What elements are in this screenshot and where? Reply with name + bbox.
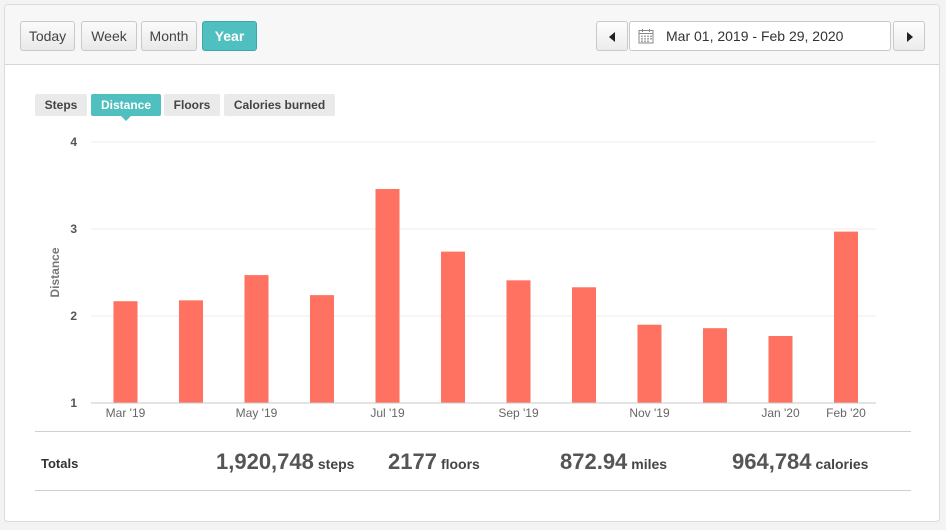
bar[interactable] (244, 275, 269, 403)
y-axis-title: Distance (48, 247, 62, 297)
arrow-right-icon (907, 32, 913, 42)
totals-label: Totals (41, 456, 79, 471)
tab-steps[interactable]: Steps (35, 94, 87, 116)
y-tick-label: 2 (70, 309, 77, 323)
bar[interactable] (703, 328, 727, 403)
toolbar: Today Week Month Year Mar 01, 2019 - Feb… (5, 5, 939, 65)
calendar-icon (638, 29, 654, 44)
month-button[interactable]: Month (141, 21, 197, 51)
x-axis-ticks: Mar '19 May '19 Jul '19 Sep '19 Nov '19 Jan '… (106, 406, 866, 420)
x-tick-label: Feb '20 (826, 406, 866, 420)
total-steps: 1,920,748 steps (216, 449, 354, 475)
bar[interactable] (637, 324, 662, 403)
x-tick-label: May '19 (236, 406, 278, 420)
x-tick-label: Nov '19 (629, 406, 670, 420)
week-button[interactable]: Week (81, 21, 137, 51)
total-steps-value: 1,920,748 (216, 449, 314, 474)
date-range-picker[interactable]: Mar 01, 2019 - Feb 29, 2020 (629, 21, 891, 51)
tab-distance[interactable]: Distance (91, 94, 161, 121)
total-miles: 872.94 miles (560, 449, 667, 475)
x-tick-label: Sep '19 (498, 406, 539, 420)
today-button[interactable]: Today (20, 21, 75, 51)
bar[interactable] (768, 336, 793, 403)
total-calories-value: 964,784 (732, 449, 812, 474)
chart-bars (113, 188, 858, 403)
tab-calories-burned[interactable]: Calories burned (224, 94, 335, 116)
bar[interactable] (834, 231, 858, 403)
year-button[interactable]: Year (202, 21, 257, 51)
distance-bar-chart: 1 2 3 4 Distance Mar '19 May '19 Jul '19 Sep '… (48, 135, 876, 420)
bar[interactable] (375, 188, 400, 403)
total-steps-unit: steps (317, 456, 355, 472)
total-miles-unit: miles (631, 456, 668, 472)
total-floors-unit: floors (440, 456, 480, 472)
x-tick-label: Jan '20 (761, 406, 800, 420)
total-miles-value: 872.94 (560, 449, 628, 474)
total-floors-value: 2177 (388, 449, 437, 474)
total-calories: 964,784 calories (732, 449, 868, 475)
chart-gridlines (91, 141, 876, 317)
totals-top-divider (35, 431, 911, 432)
date-range-label: Mar 01, 2019 - Feb 29, 2020 (666, 28, 844, 44)
y-tick-label: 1 (70, 396, 77, 410)
bar[interactable] (441, 251, 465, 403)
bar[interactable] (179, 300, 203, 403)
x-tick-label: Jul '19 (370, 406, 405, 420)
x-tick-label: Mar '19 (106, 406, 146, 420)
y-tick-label: 3 (70, 222, 77, 236)
total-floors: 2177 floors (388, 449, 480, 475)
previous-range-button[interactable] (596, 21, 628, 51)
activity-panel: Today Week Month Year Mar 01, 2019 - Feb… (4, 4, 940, 522)
totals-bottom-divider (35, 490, 911, 491)
y-axis-ticks: 1 2 3 4 (70, 135, 77, 410)
bar[interactable] (572, 287, 596, 403)
arrow-left-icon (609, 32, 615, 42)
y-tick-label: 4 (70, 135, 77, 149)
tab-floors[interactable]: Floors (164, 94, 220, 116)
bar[interactable] (113, 301, 138, 403)
bar[interactable] (506, 280, 531, 403)
total-calories-unit: calories (815, 456, 869, 472)
bar[interactable] (310, 295, 334, 403)
next-range-button[interactable] (893, 21, 925, 51)
